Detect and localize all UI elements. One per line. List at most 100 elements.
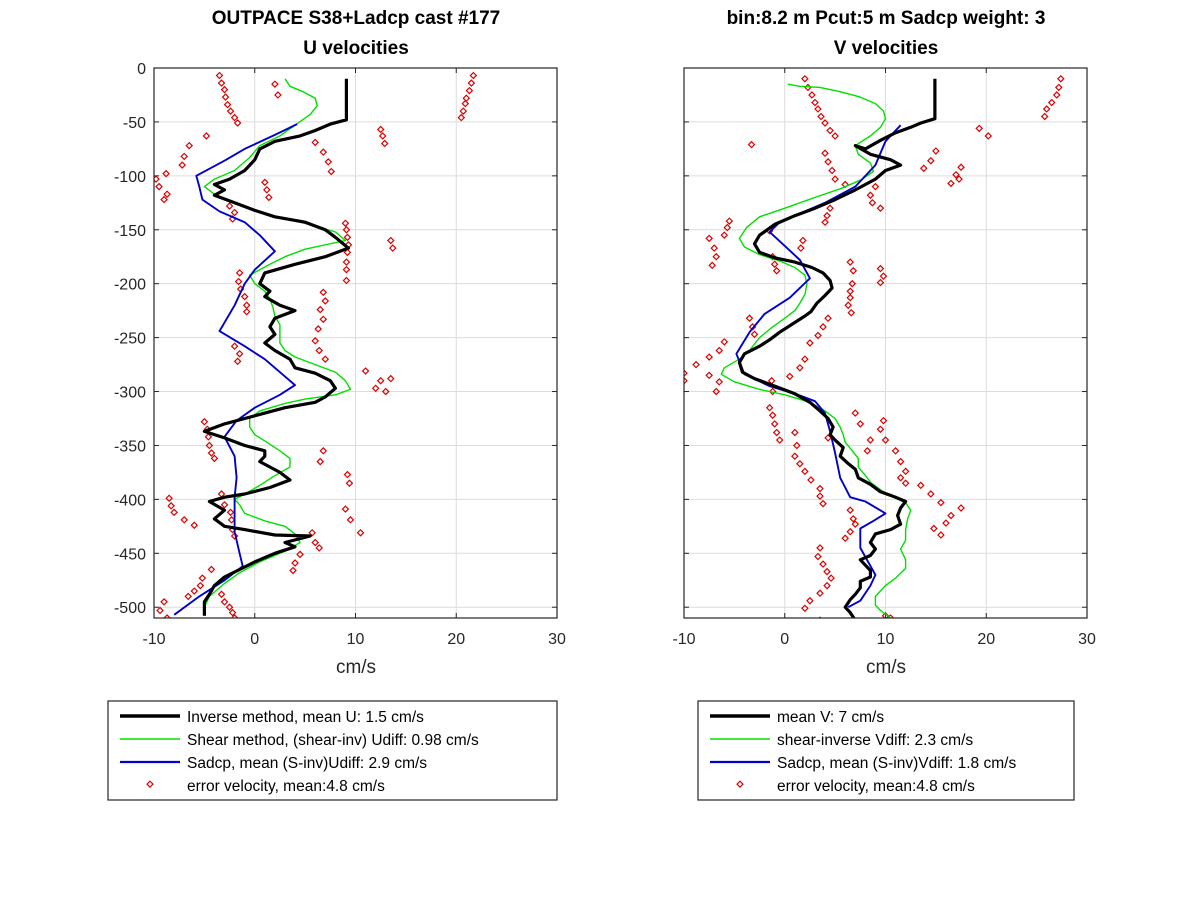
error-velocity-point <box>927 156 935 165</box>
x-tick-label: 20 <box>977 631 995 648</box>
error-velocity-point <box>712 252 721 261</box>
left-x-axis-label: cm/s <box>336 657 376 678</box>
error-velocity-point <box>808 91 816 99</box>
y-tick-label: -250 <box>114 331 146 348</box>
error-velocity-point <box>797 244 805 252</box>
error-velocity-point <box>469 71 478 80</box>
error-velocity-point <box>465 86 474 95</box>
error-velocity-point <box>814 552 822 561</box>
shear-velocity-line <box>203 78 352 616</box>
left-legend-box <box>107 700 558 801</box>
error-velocity-point <box>856 420 865 428</box>
error-velocity-point <box>827 574 835 582</box>
error-velocity-point <box>772 266 781 275</box>
y-tick-label: -100 <box>114 169 146 186</box>
error-velocity-point <box>916 481 925 490</box>
error-velocity-point <box>876 278 885 287</box>
error-velocity-point <box>715 378 724 386</box>
error-velocity-point <box>841 534 850 543</box>
error-velocity-point <box>705 353 714 361</box>
error-velocity-point <box>311 138 320 147</box>
sadcp-velocity-line <box>173 123 298 616</box>
error-velocity-point <box>225 202 234 210</box>
error-velocity-point <box>1054 83 1063 92</box>
error-velocity-point <box>1047 98 1056 107</box>
error-velocity-point <box>824 314 832 323</box>
error-velocity-point <box>230 614 239 618</box>
error-velocity-point <box>816 484 824 493</box>
error-velocity-point <box>180 516 189 524</box>
error-velocity-point <box>937 531 945 539</box>
error-velocity-point <box>240 292 249 301</box>
error-velocity-point <box>223 100 232 109</box>
error-velocity-point <box>826 126 834 135</box>
error-velocity-point <box>846 258 855 266</box>
error-velocity-point <box>215 71 224 80</box>
y-tick-label: -50 <box>123 115 146 132</box>
error-velocity-point <box>806 596 814 605</box>
error-velocity-point <box>235 349 244 358</box>
error-velocity-point <box>747 140 756 149</box>
error-velocity-point <box>891 447 900 455</box>
left-plot-subtitle: U velocities <box>303 38 409 59</box>
error-velocity-point <box>816 589 824 598</box>
error-velocity-point <box>311 538 320 547</box>
y-tick-label: -400 <box>114 492 146 509</box>
error-velocity-point <box>725 217 734 225</box>
error-velocity-point <box>876 204 885 213</box>
error-velocity-point <box>772 428 781 437</box>
error-velocity-point <box>228 608 237 617</box>
error-velocity-point <box>745 314 754 323</box>
error-velocity-point <box>684 369 688 378</box>
error-velocity-point <box>319 288 328 297</box>
error-velocity-point <box>461 99 470 108</box>
right-plot-title: bin:8.2 m Pcut:5 m Sadcp weight: 3 <box>727 8 1046 29</box>
error-velocity-point <box>770 420 779 428</box>
error-velocity-point <box>343 470 352 479</box>
error-velocity-point <box>314 325 323 333</box>
error-velocity-point <box>984 132 993 140</box>
error-velocity-point <box>263 186 271 194</box>
error-velocity-point <box>341 505 350 513</box>
error-velocity-point <box>844 301 853 310</box>
error-velocity-point <box>205 441 214 450</box>
error-velocity-point <box>876 264 885 273</box>
error-velocity-point <box>200 417 209 426</box>
error-velocity-point <box>371 384 380 393</box>
error-velocity-point <box>1056 74 1065 83</box>
error-velocity-point <box>319 447 328 455</box>
error-velocity-point <box>947 511 955 520</box>
error-velocity-point <box>289 566 297 575</box>
error-velocity-point <box>319 148 328 156</box>
y-tick-label: -450 <box>114 546 146 563</box>
error-velocity-point <box>955 175 963 183</box>
error-velocity-point <box>705 371 714 380</box>
error-velocity-point <box>217 490 226 498</box>
legend-shear-inverse-label: shear-inverse Vdiff: 2.3 cm/s <box>777 732 973 749</box>
error-velocity-point <box>879 272 888 280</box>
error-velocity-point <box>261 178 269 187</box>
error-velocity-point <box>826 204 834 213</box>
legend-error-v-marker <box>736 780 744 788</box>
error-velocity-point <box>932 147 940 155</box>
error-velocity-point <box>274 91 282 99</box>
x-tick-label: 0 <box>780 631 789 648</box>
x-tick-label: 30 <box>1078 631 1096 648</box>
error-velocity-point <box>723 223 732 232</box>
error-velocity-point <box>204 433 213 441</box>
error-velocity-point <box>708 261 717 270</box>
error-velocity-point <box>162 169 170 178</box>
error-velocity-point <box>879 416 888 425</box>
x-tick-label: 10 <box>877 631 895 648</box>
error-velocity-point <box>345 479 354 488</box>
error-velocity-point <box>806 339 814 347</box>
error-velocity-point <box>308 528 316 537</box>
error-velocity-point <box>296 550 304 559</box>
series-group <box>684 74 1065 618</box>
error-velocity-point <box>849 514 858 523</box>
error-velocity-point <box>190 521 199 530</box>
error-velocity-point <box>321 297 330 305</box>
error-velocity-point <box>327 167 336 176</box>
x-tick-label: 30 <box>548 631 566 648</box>
legend-error-v-label: error velocity, mean:4.8 cm/s <box>777 778 975 795</box>
